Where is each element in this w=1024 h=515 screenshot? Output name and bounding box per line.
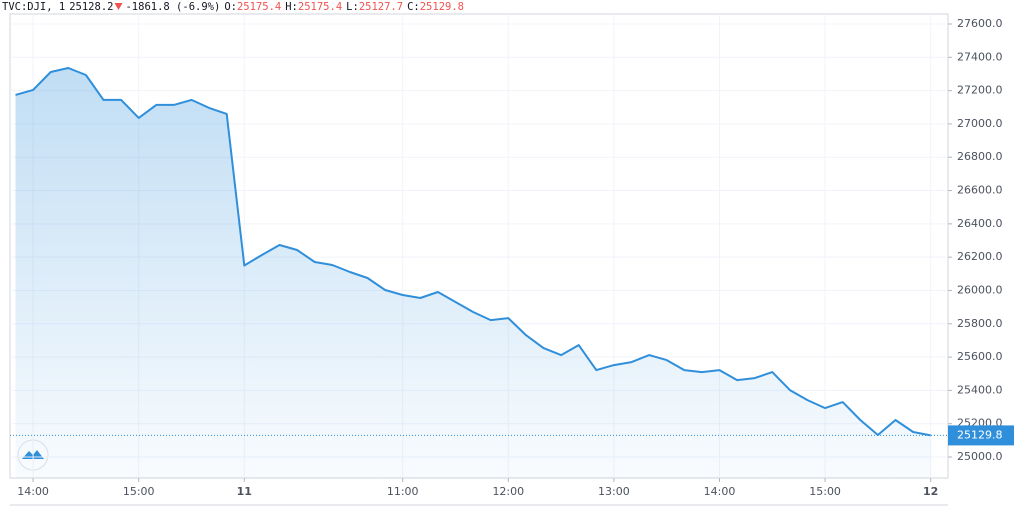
header-text: TVC:DJI, 1 [2, 1, 65, 13]
x-tick-label: 12 [923, 485, 938, 498]
header-text: L: [346, 1, 359, 13]
y-tick-label: 25800.0 [957, 317, 1003, 330]
last-price-box [948, 425, 1014, 446]
header-text: 25129.8 [420, 1, 464, 13]
y-tick-label: 26400.0 [957, 217, 1003, 230]
x-tick-label: 12:00 [492, 485, 524, 498]
header-text: 25175.4 [298, 1, 342, 13]
y-tick-label: 26600.0 [957, 184, 1003, 197]
y-tick-label: 26200.0 [957, 250, 1003, 263]
header-text: O: [224, 1, 237, 13]
header-text: C: [407, 1, 420, 13]
last-price-label: 25129.8 [957, 428, 1003, 441]
header-text: H: [285, 1, 298, 13]
header-text: 25128.2 [69, 1, 113, 13]
header-text: 25127.7 [359, 1, 403, 13]
header-text: 25175.4 [237, 1, 281, 13]
x-tick-label: 11 [237, 485, 252, 498]
header-text: -1861.8 (-6.9%) [125, 1, 220, 13]
area-fill [15, 68, 931, 478]
x-tick-label: 11:00 [387, 485, 419, 498]
x-tick-label: 14:00 [17, 485, 49, 498]
y-tick-label: 25000.0 [957, 450, 1003, 463]
y-tick-label: 27000.0 [957, 117, 1003, 130]
x-tick-label: 14:00 [704, 485, 736, 498]
header: TVC:DJI, 1 25128.2 -1861.8 (-6.9%) O: 25175.… [2, 1, 464, 13]
price-line [15, 67, 931, 437]
y-tick-label: 27600.0 [957, 17, 1003, 30]
y-tick-label: 26000.0 [957, 283, 1003, 296]
x-tick-label: 15:00 [809, 485, 841, 498]
down-arrow [114, 3, 123, 10]
y-tick-label: 25400.0 [957, 383, 1003, 396]
x-tick-label: 13:00 [598, 485, 630, 498]
y-tick-label: 27200.0 [957, 84, 1003, 97]
y-tick-label: 25600.0 [957, 350, 1003, 363]
x-tick-label: 15:00 [123, 485, 155, 498]
y-tick-label: 27400.0 [957, 50, 1003, 63]
y-tick-label: 26800.0 [957, 150, 1003, 163]
